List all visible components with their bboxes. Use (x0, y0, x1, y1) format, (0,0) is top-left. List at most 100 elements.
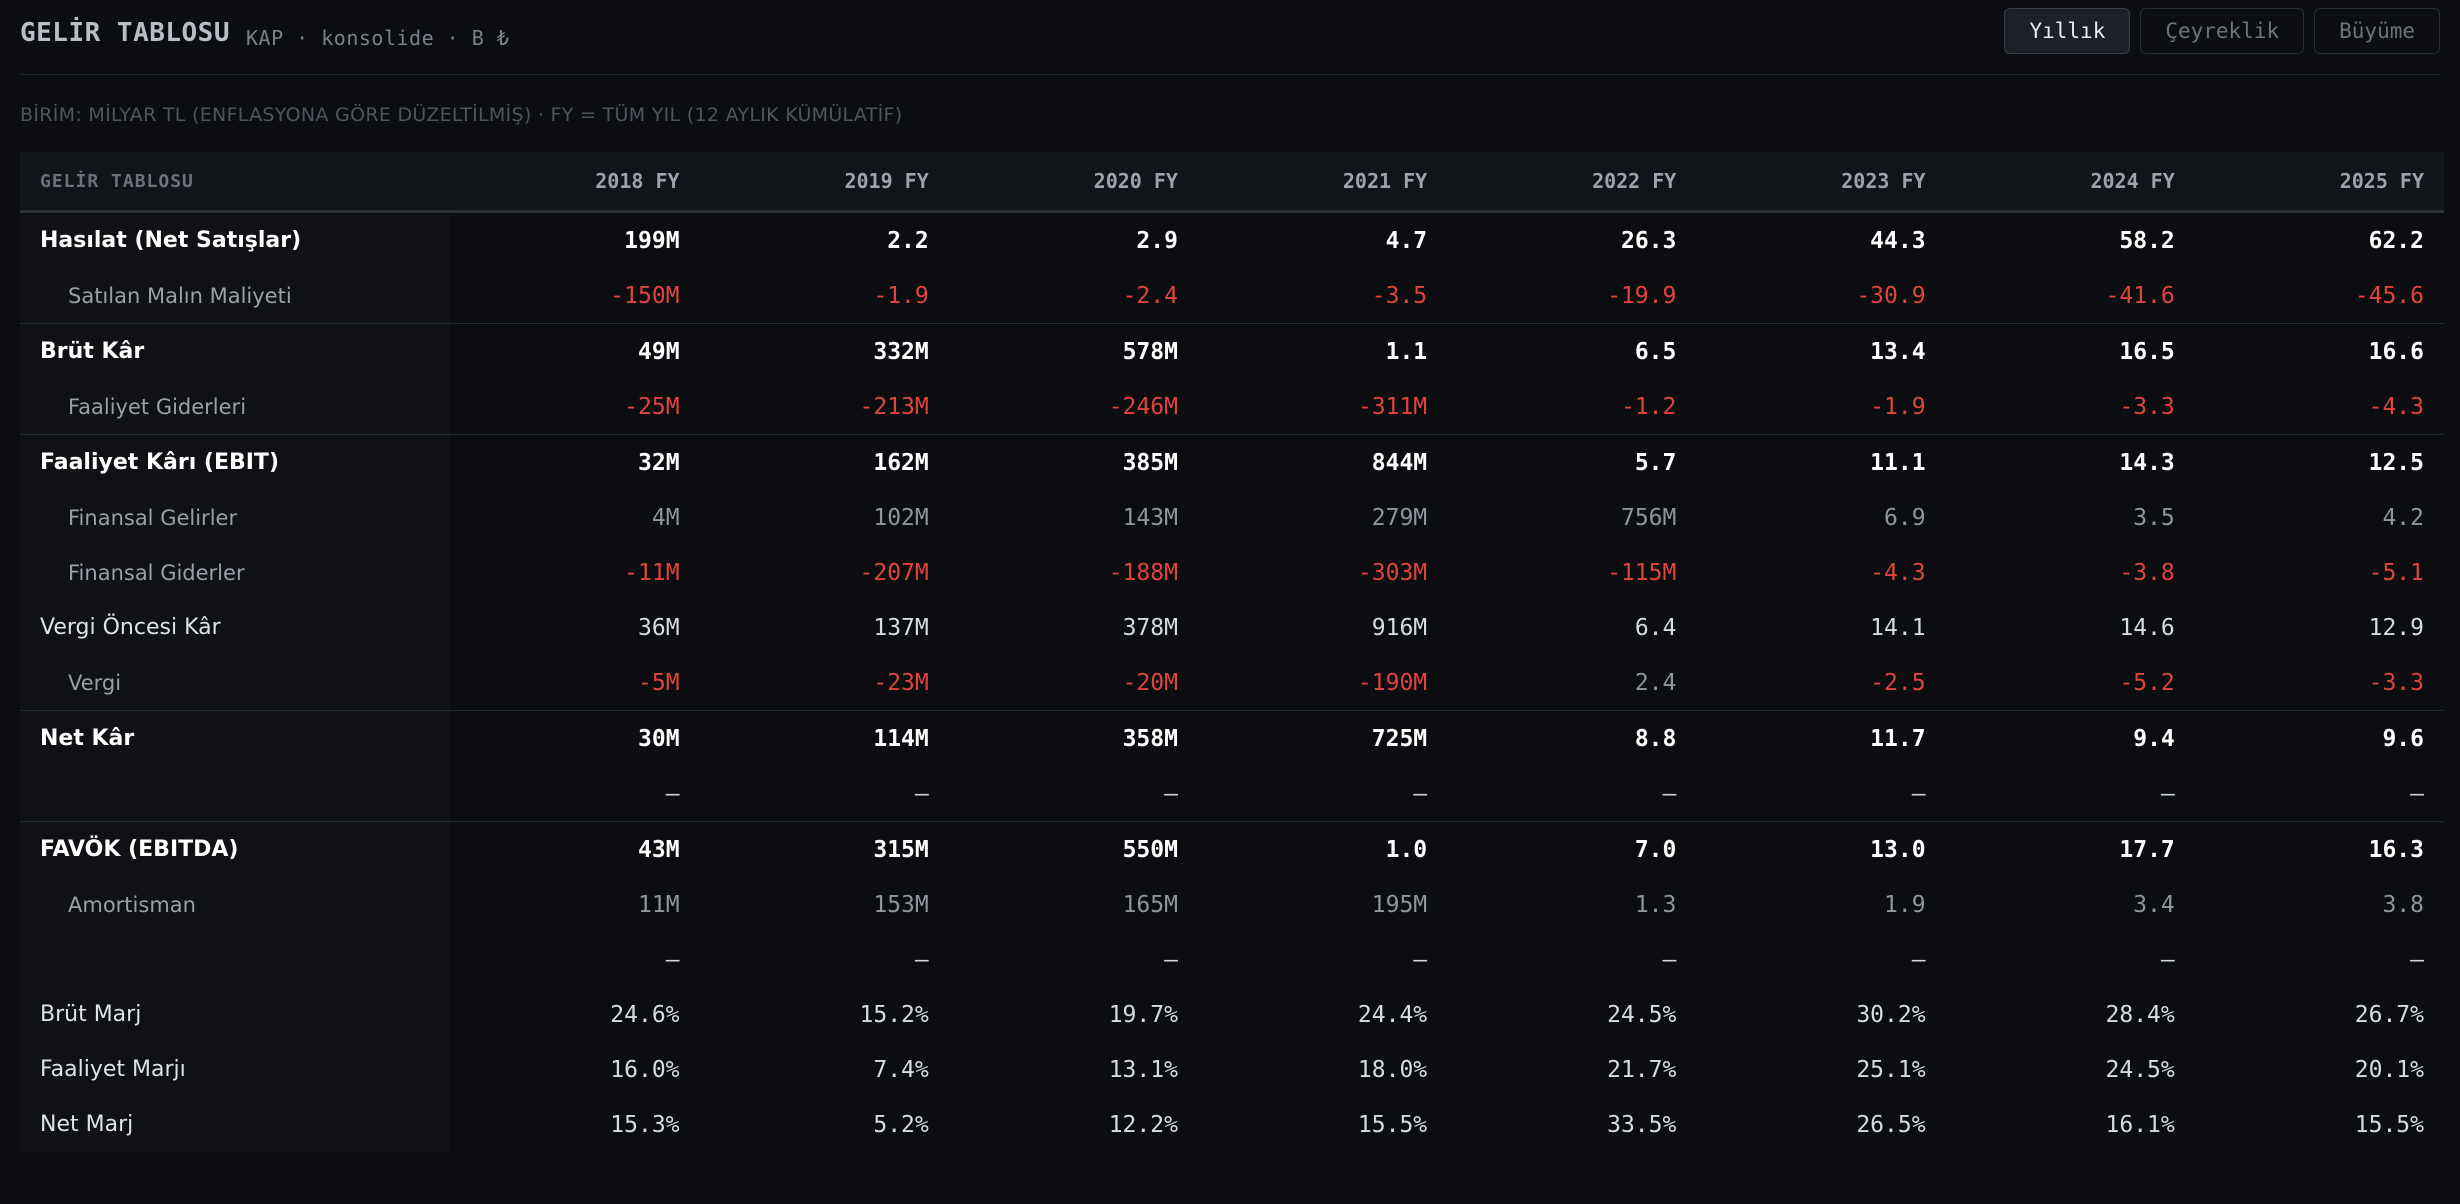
value-cell: -3.3 (2119, 393, 2175, 420)
row-label: Finansal Giderler (20, 545, 451, 600)
value-cell: — (1662, 780, 1677, 807)
value-cell: 8.8 (1447, 710, 1697, 766)
value-cell: 26.3 (1620, 227, 1677, 254)
value-cell: -303M (1357, 559, 1428, 586)
period-tabs: Yıllık Çeyreklik Büyüme (2004, 8, 2440, 54)
value-cell: 3.8 (2382, 891, 2424, 918)
value-cell: 165M (1122, 891, 1178, 918)
value-cell: 11.1 (1696, 434, 1946, 490)
value-cell: 49M (450, 323, 700, 379)
value-cell: 21.7% (1607, 1056, 1677, 1083)
row-label: Net Kâr (20, 710, 451, 766)
table-row: Vergi Öncesi Kâr 36M 137M 378M 916M 6.4 14.1 14… (20, 600, 2444, 655)
value-cell: — (2410, 946, 2424, 973)
value-cell: -20M (1122, 669, 1178, 696)
value-cell: 20.1% (2354, 1056, 2424, 1083)
row-label: Satılan Malın Maliyeti (20, 268, 451, 324)
value-cell: 195M (1371, 891, 1428, 918)
table-row: Brüt Kâr 49M 332M 578M 1.1 6.5 13.4 16.5 16.6 (20, 323, 2444, 379)
value-cell: — (914, 780, 929, 807)
value-cell: 13.4 (1696, 323, 1946, 379)
value-cell: 315M (699, 821, 949, 877)
tab-quarterly[interactable]: Çeyreklik (2140, 8, 2305, 54)
value-cell: 6.9 (1884, 504, 1926, 531)
value-cell: 385M (948, 434, 1198, 490)
value-cell: 279M (1371, 504, 1428, 531)
table-row: Net Kâr 30M 114M 358M 725M 8.8 11.7 9.4 9.6 (20, 710, 2444, 766)
table-row: Brüt Marj 24.6% 15.2% 19.7% 24.4% 24.5% 30.2% 2… (20, 987, 2444, 1042)
value-cell: 18.0% (1357, 1056, 1428, 1083)
value-cell: 11M (638, 891, 680, 918)
table-row: — — — — — — — — (20, 766, 2444, 822)
value-cell: — (2160, 946, 2175, 973)
value-cell: 19.7% (1108, 1001, 1178, 1028)
row-label: Faaliyet Marjı (20, 1042, 451, 1097)
value-cell: -246M (1108, 393, 1178, 420)
column-header: 2019 FY (699, 152, 949, 213)
value-cell: 14.6 (2119, 614, 2175, 641)
value-cell: 1.0 (1197, 821, 1448, 877)
value-cell: -311M (1357, 393, 1428, 420)
value-cell: 137M (873, 614, 929, 641)
value-cell: -3.5 (1371, 282, 1428, 309)
value-cell: 16.6 (2194, 323, 2444, 379)
value-cell: 28.4% (2105, 1001, 2175, 1028)
table-row: Amortisman 11M 153M 165M 195M 1.3 1.9 3.4 3.8 (20, 877, 2444, 932)
value-cell: -115M (1607, 559, 1677, 586)
panel-header: GELİR TABLOSU KAP · konsolide · B ₺ Yıll… (20, 0, 2440, 75)
table-row: FAVÖK (EBITDA) 43M 315M 550M 1.0 7.0 13.0 17.7 1… (20, 821, 2444, 877)
value-cell: 44.3 (1870, 227, 1926, 254)
table-row: Faaliyet Kârı (EBIT) 32M 162M 385M 844M 5.7 11… (20, 434, 2444, 490)
value-cell: 12.2% (1108, 1111, 1178, 1138)
source-subtitle: KAP · konsolide · B ₺ (246, 26, 510, 50)
value-cell: — (1413, 946, 1428, 973)
row-label: Faaliyet Giderleri (20, 379, 451, 435)
value-cell: — (1911, 946, 1926, 973)
table-row: Satılan Malın Maliyeti -150M -1.9 -2.4 -3.5 -… (20, 268, 2444, 324)
value-cell: 24.5% (1607, 1001, 1677, 1028)
value-cell: 5.2% (873, 1111, 929, 1138)
value-cell: 36M (638, 614, 680, 641)
value-cell: — (1164, 780, 1178, 807)
table-row: Vergi -5M -23M -20M -190M 2.4 -2.5 -5.2 -3.3 (20, 655, 2444, 711)
table-row: Faaliyet Giderleri -25M -213M -246M -311M -1.… (20, 379, 2444, 435)
column-header: 2022 FY (1447, 152, 1697, 213)
value-cell: 30M (450, 710, 700, 766)
value-cell: — (2410, 780, 2424, 807)
value-cell: 11.7 (1696, 710, 1946, 766)
value-cell: 844M (1197, 434, 1448, 490)
value-cell: 4M (651, 504, 680, 531)
value-cell: 24.4% (1357, 1001, 1428, 1028)
row-label: Net Marj (20, 1097, 451, 1152)
value-cell: -2.4 (1122, 282, 1178, 309)
income-statement-table: GELİR TABLOSU 2018 FY 2019 FY 2020 FY 20… (20, 152, 2444, 1152)
value-cell: 5.7 (1447, 434, 1697, 490)
row-label: Faaliyet Kârı (EBIT) (20, 434, 451, 490)
value-cell: 15.3% (610, 1111, 680, 1138)
value-cell: -11M (624, 559, 680, 586)
value-cell: 15.2% (859, 1001, 929, 1028)
value-cell: 24.6% (610, 1001, 680, 1028)
table-row: Net Marj 15.3% 5.2% 12.2% 15.5% 33.5% 26.5% 16.… (20, 1097, 2444, 1152)
value-cell: 30.2% (1856, 1001, 1926, 1028)
value-cell: — (914, 946, 929, 973)
value-cell: -30.9 (1856, 282, 1926, 309)
tab-annual[interactable]: Yıllık (2004, 8, 2131, 54)
value-cell: 162M (699, 434, 949, 490)
value-cell: -188M (1108, 559, 1178, 586)
value-cell: 1.3 (1634, 891, 1677, 918)
tab-growth[interactable]: Büyüme (2314, 8, 2440, 54)
value-cell: — (1662, 946, 1677, 973)
value-cell: 16.3 (2194, 821, 2444, 877)
value-cell: 16.0% (610, 1056, 680, 1083)
column-header: 2020 FY (948, 152, 1198, 213)
value-cell: 17.7 (1945, 821, 2195, 877)
row-label: Brüt Marj (20, 987, 451, 1042)
value-cell: -25M (624, 393, 680, 420)
value-cell: 332M (699, 323, 949, 379)
value-cell: 14.3 (1945, 434, 2195, 490)
value-cell: 33.5% (1607, 1111, 1677, 1138)
value-cell: 62.2 (2368, 227, 2424, 254)
table-row: Hasılat (Net Satışlar) 199M 2.2 2.9 4.7 26.3 4… (20, 211, 2444, 268)
